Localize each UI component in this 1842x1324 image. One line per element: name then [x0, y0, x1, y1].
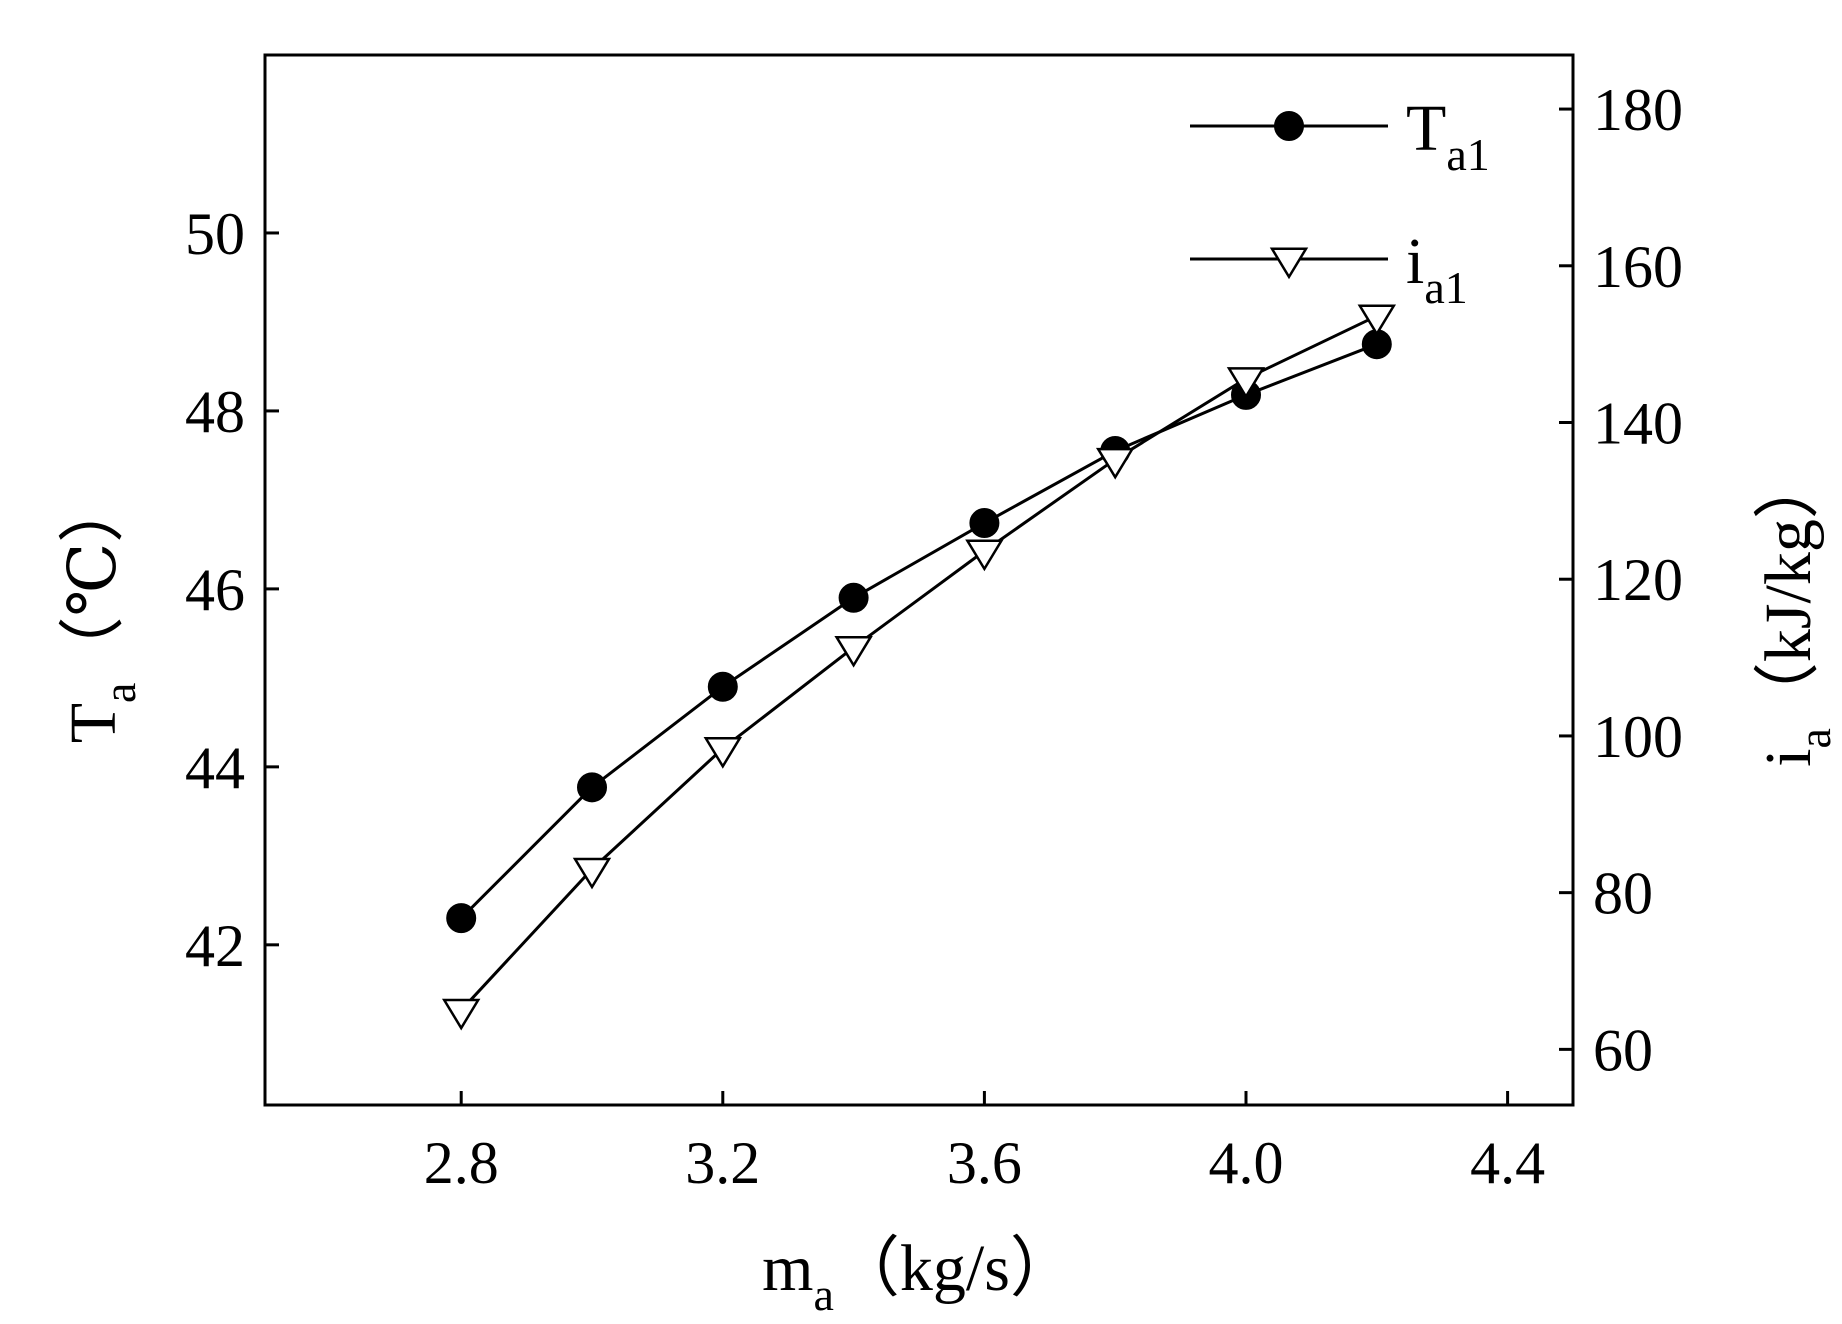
data-point: [834, 635, 873, 668]
series-line-segment: [1245, 342, 1378, 397]
series-line-segment: [590, 747, 724, 871]
series-line-segment: [721, 596, 855, 689]
series-line-segment: [460, 868, 594, 1012]
data-point: [446, 903, 477, 934]
y-right-tick-label: 160: [1593, 234, 1683, 300]
series-line-segment: [591, 685, 724, 789]
data-point: [1226, 367, 1266, 399]
legend-item-T_a1: Ta1: [1190, 92, 1490, 180]
series-line-segment: [852, 521, 986, 600]
y-right-tick-label: 120: [1593, 547, 1683, 613]
series-line-segment: [983, 449, 1116, 525]
x-axis-label: ma（kg/s）: [762, 1232, 1076, 1320]
series-line-segment: [1114, 377, 1247, 461]
data-point: [965, 539, 1004, 572]
y-axis-left-label: Ta（℃）: [57, 477, 145, 744]
data-point: [1357, 304, 1397, 337]
legend-label: ia1: [1406, 225, 1468, 313]
y-left-tick-label: 50: [185, 201, 245, 267]
data-point: [703, 737, 743, 769]
y-axis-right-label: ia（kJ/kg）: [1752, 453, 1840, 767]
series-line-segment: [1245, 314, 1378, 380]
y-left-tick-label: 44: [185, 735, 245, 801]
y-right-tick-label: 180: [1593, 77, 1683, 143]
y-left-tick-label: 42: [185, 913, 245, 979]
series-line-segment: [852, 549, 986, 649]
legend-item-i_a1: ia1: [1190, 225, 1468, 313]
y-right-tick-label: 80: [1593, 861, 1653, 927]
legend-marker: [1274, 111, 1304, 141]
x-tick-label: 4.0: [1209, 1130, 1284, 1196]
data-point: [1095, 447, 1135, 480]
data-point: [969, 508, 1000, 539]
y-right-tick-label: 100: [1593, 704, 1683, 770]
series-line-segment: [460, 786, 594, 920]
series-line-segment: [983, 458, 1117, 553]
data-point: [838, 582, 869, 613]
plot-frame: [263, 53, 1575, 1107]
series-T_a1: [446, 329, 1392, 934]
plot-marks: [441, 304, 1397, 1031]
data-point: [577, 772, 607, 803]
y-left-tick-label: 46: [185, 557, 245, 623]
legend-label: Ta1: [1406, 92, 1490, 180]
data-point: [441, 998, 481, 1031]
data-point: [572, 857, 612, 890]
series-i_a1: [441, 304, 1397, 1031]
x-tick-label: 4.4: [1470, 1130, 1545, 1196]
legend-marker: [1269, 247, 1309, 280]
y-right-tick-label: 60: [1593, 1017, 1653, 1083]
series-line-segment: [1114, 393, 1247, 453]
legend: Ta1 ia1: [1190, 92, 1490, 313]
y-right-tick-label: 140: [1593, 391, 1683, 457]
y-left-tick-label: 48: [185, 379, 245, 445]
x-tick-label: 3.6: [947, 1130, 1022, 1196]
data-point: [707, 671, 738, 702]
x-tick-label: 2.8: [424, 1130, 499, 1196]
series-line-segment: [721, 646, 855, 750]
axis-ticks: 2.8 3.2 3.6 4.0 4.4 42 44 46 48 50 60 80 100 120 140 16…: [185, 77, 1683, 1196]
x-tick-label: 3.2: [685, 1130, 760, 1196]
